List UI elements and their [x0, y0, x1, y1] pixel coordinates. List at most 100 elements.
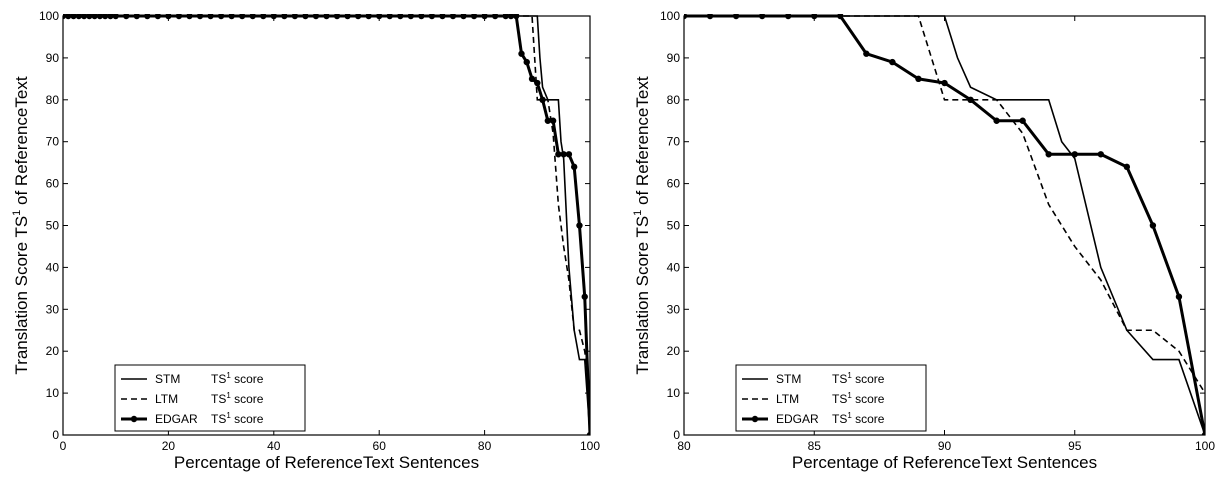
data-point [570, 163, 578, 171]
y-tick-label: 10 [667, 386, 681, 400]
legend-label-model: LTM [776, 392, 799, 406]
legend-label-superscript: 1 [226, 371, 231, 380]
data-point [344, 14, 351, 20]
legend-label-part: score [852, 392, 885, 406]
data-point [428, 14, 436, 20]
y-tick-label: 100 [39, 9, 59, 23]
data-point [112, 14, 119, 20]
legend-box [735, 364, 927, 432]
series-line-ltm [684, 15, 1205, 394]
data-point [154, 14, 162, 20]
data-point [65, 14, 72, 20]
y-axis-label-superscript: 1 [632, 210, 644, 216]
y-axis-label: Translation Score TS1 of ReferenceText [11, 76, 31, 374]
data-point [1019, 117, 1026, 124]
y-tick-label: 0 [52, 428, 59, 442]
legend-label-part: TS [832, 412, 847, 426]
data-point [196, 14, 204, 20]
y-tick-label: 30 [667, 302, 681, 316]
chart-panel-1: 0 20 40 60 80 100 0 10 20 30 40 50 60 70 80 90 100 Percen… [11, 9, 600, 472]
data-point [418, 14, 425, 20]
legend-label-part: TS [211, 392, 226, 406]
data-point [528, 75, 536, 83]
legend-box [114, 364, 306, 432]
data-point [993, 117, 1000, 124]
data-point [1175, 293, 1183, 300]
data-point [323, 14, 330, 20]
data-point [785, 14, 792, 20]
legend-label-part: score [852, 412, 885, 426]
legend-label-model: STM [155, 372, 180, 386]
data-point [270, 14, 277, 20]
data-point [449, 14, 457, 20]
x-tick-label: 100 [580, 439, 600, 453]
y-tick-label: 20 [667, 344, 681, 358]
data-point [107, 14, 114, 20]
data-point [518, 50, 525, 57]
data-point [549, 117, 557, 124]
data-point [586, 431, 590, 435]
y-tick-label: 30 [46, 302, 60, 316]
series-group [63, 14, 590, 435]
data-point [365, 14, 372, 20]
data-point [967, 96, 974, 104]
y-tick-label: 70 [46, 135, 60, 149]
data-point [207, 14, 214, 20]
legend-label-model: EDGAR [155, 412, 198, 426]
x-tick-label: 60 [373, 439, 387, 453]
y-axis-label-superscript: 1 [11, 210, 23, 216]
legend-label-score: TS1 score [832, 391, 885, 406]
data-point [1071, 151, 1078, 158]
data-point [386, 14, 393, 20]
data-point [565, 151, 573, 158]
data-point [165, 14, 172, 20]
data-point [523, 58, 530, 66]
data-point [513, 14, 520, 20]
data-point [1149, 222, 1157, 229]
legend-label-score: TS1 score [211, 371, 264, 386]
data-point [481, 14, 488, 20]
data-point [260, 14, 267, 20]
data-point [889, 58, 896, 66]
legend-label-score: TS1 score [211, 391, 264, 406]
legend-label-model: LTM [155, 392, 178, 406]
data-point [706, 14, 714, 20]
legend-label-superscript: 1 [847, 411, 852, 420]
legend-label-part: score [231, 372, 264, 386]
data-point [460, 14, 467, 20]
data-point [534, 79, 541, 87]
legend-label-model: STM [776, 372, 801, 386]
legend-marker [751, 415, 759, 423]
data-point [941, 79, 948, 87]
data-point [291, 14, 299, 20]
data-point [1097, 151, 1105, 158]
y-axis-label-part: Translation Score TS [633, 216, 652, 375]
data-point [186, 14, 193, 20]
data-point [228, 14, 235, 20]
y-tick-label: 70 [667, 135, 681, 149]
legend-label-part: TS [211, 372, 226, 386]
legend-label-score: TS1 score [832, 371, 885, 386]
x-tick-label: 95 [1068, 439, 1082, 453]
legend-marker [130, 415, 138, 423]
data-point [75, 14, 83, 20]
data-point [1123, 163, 1131, 171]
data-point [684, 14, 688, 20]
y-tick-label: 40 [667, 260, 681, 274]
series-line-stm [63, 15, 590, 435]
data-point [217, 14, 225, 20]
y-tick-label: 80 [667, 93, 681, 107]
data-point [397, 14, 404, 20]
legend-label-part: score [852, 372, 885, 386]
data-point [281, 14, 288, 20]
series-line-edgar [63, 14, 590, 435]
y-tick-label: 90 [46, 51, 60, 65]
y-tick-label: 90 [667, 51, 681, 65]
series-line-stm [684, 15, 1205, 435]
x-tick-label: 85 [808, 439, 822, 453]
y-tick-label: 80 [46, 93, 60, 107]
legend-label-part: score [231, 392, 264, 406]
